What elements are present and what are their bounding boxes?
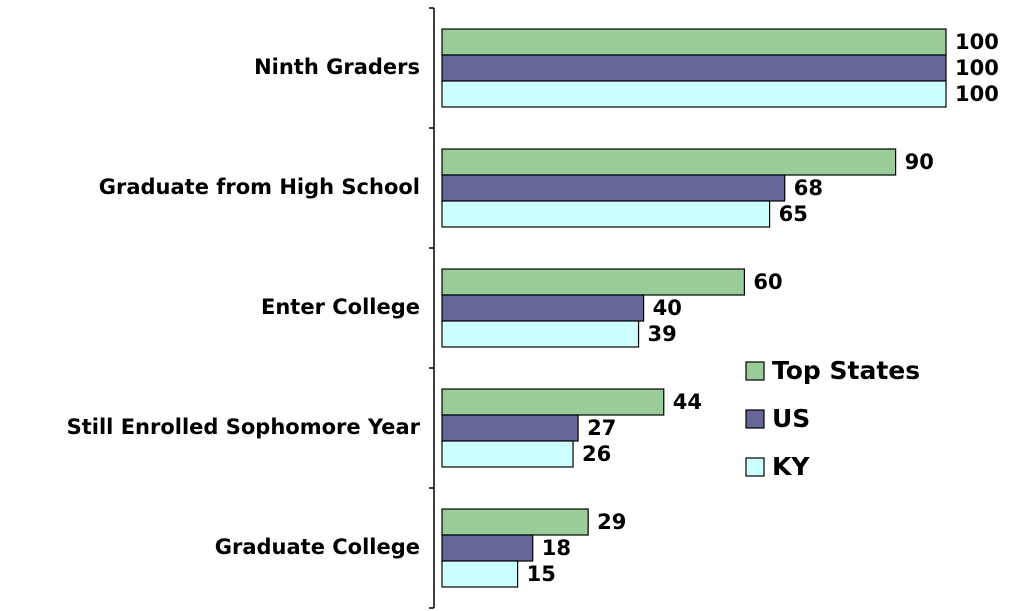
bar — [441, 54, 947, 82]
bar — [441, 534, 534, 562]
value-label: 65 — [779, 202, 808, 226]
bar — [441, 560, 519, 588]
value-label: 68 — [794, 176, 823, 200]
category-label: Ninth Graders — [254, 55, 420, 79]
bar — [441, 80, 947, 108]
bar — [441, 414, 579, 442]
bar — [441, 440, 574, 468]
value-label: 18 — [542, 536, 571, 560]
value-label: 15 — [527, 562, 556, 586]
bar — [441, 508, 589, 536]
legend-swatch — [745, 457, 765, 477]
value-label: 100 — [955, 56, 999, 80]
legend-label: Top States — [772, 356, 920, 385]
bar — [441, 28, 947, 56]
legend-label: US — [772, 404, 810, 433]
category-label: Graduate from High School — [99, 175, 420, 199]
category-label: Still Enrolled Sophomore Year — [67, 415, 421, 439]
legend-label: KY — [772, 452, 810, 481]
bar — [441, 320, 640, 348]
legend-swatch — [745, 409, 765, 429]
value-label: 100 — [955, 30, 999, 54]
bar — [441, 388, 665, 416]
value-label: 60 — [753, 270, 782, 294]
category-label: Enter College — [261, 295, 420, 319]
value-label: 100 — [955, 82, 999, 106]
category-label: Graduate College — [215, 535, 420, 559]
value-label: 26 — [582, 442, 611, 466]
value-label: 40 — [653, 296, 682, 320]
bar — [441, 268, 745, 296]
value-label: 27 — [587, 416, 616, 440]
value-label: 44 — [673, 390, 702, 414]
bar — [441, 174, 786, 202]
bar — [441, 148, 897, 176]
value-label: 90 — [905, 150, 934, 174]
legend-swatch — [745, 361, 765, 381]
bar — [441, 294, 645, 322]
bar — [441, 200, 771, 228]
value-label: 39 — [648, 322, 677, 346]
value-label: 29 — [597, 510, 626, 534]
